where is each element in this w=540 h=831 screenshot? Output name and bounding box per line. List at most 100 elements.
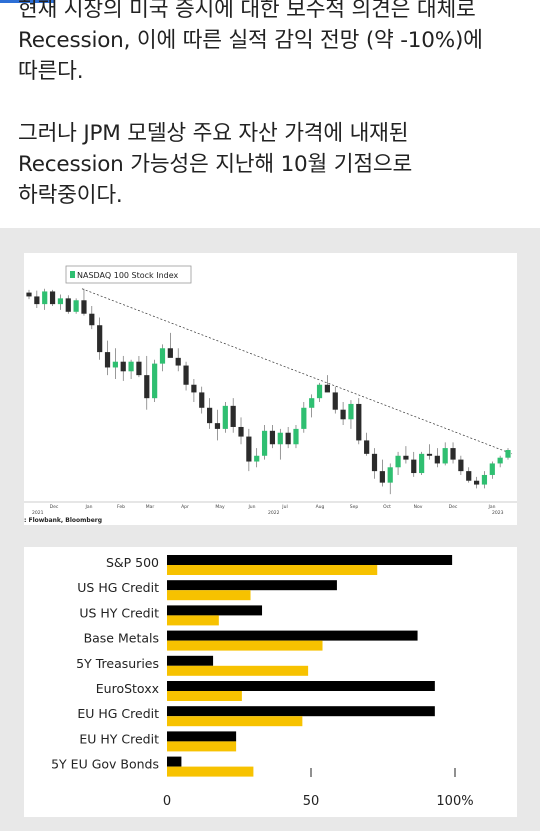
candle — [324, 375, 330, 393]
candle — [285, 426, 291, 449]
year-label: 2023 — [492, 510, 504, 516]
candle — [144, 355, 150, 410]
bar-series-1 — [167, 706, 435, 717]
candle — [97, 317, 103, 360]
candle — [104, 340, 111, 376]
candle — [136, 355, 142, 378]
bar-category-label: S&P 500 — [106, 555, 159, 570]
bar-series-2 — [167, 565, 378, 575]
candle — [120, 355, 126, 381]
candle — [466, 467, 472, 483]
candle — [199, 386, 205, 414]
asset-bar-chart-card: S&P 500 US HG Credit US HY Credit Base Meta… — [24, 547, 517, 817]
x-tick-label: Sep — [350, 504, 359, 510]
candle — [81, 288, 87, 316]
x-tick-label: Apr — [181, 504, 189, 510]
candle — [42, 288, 48, 310]
candle — [214, 409, 221, 441]
candle — [65, 295, 71, 314]
x-tick-label: 50 — [303, 794, 320, 809]
candle — [175, 348, 181, 372]
candle — [473, 476, 480, 489]
bar-category-label: EuroStoxx — [96, 681, 159, 696]
candle — [183, 361, 189, 391]
candle — [277, 428, 283, 460]
candle — [371, 448, 378, 479]
bar-category-label: Base Metals — [84, 631, 159, 646]
bar-series-2 — [167, 665, 309, 676]
bar-series-2 — [167, 615, 219, 626]
x-tick-label: Jan — [85, 504, 93, 510]
paragraph-gap — [18, 87, 528, 118]
bar-category-label: US HG Credit — [77, 580, 159, 595]
nasdaq-candlestick-chart: NASDAQ 100 Stock Index Dec Jan Feb Mar Apr Ma… — [24, 265, 517, 524]
year-label: 2021 — [32, 510, 44, 516]
bar-series-1 — [167, 731, 237, 742]
bar-category-label: EU HG Credit — [77, 706, 159, 721]
bar-category-label: 5Y EU Gov Bonds — [51, 757, 159, 772]
candle — [191, 378, 197, 403]
candle — [411, 451, 417, 477]
bar-series-1 — [167, 681, 435, 691]
x-tick-label: Jun — [247, 504, 255, 510]
candle — [26, 289, 32, 300]
candle — [57, 294, 64, 310]
x-tick-label: Jan — [488, 504, 496, 510]
bar-series-1 — [167, 655, 214, 666]
bar-series-2 — [167, 716, 303, 727]
x-tick-label: 100% — [436, 794, 473, 809]
x-tick-label: Aug — [316, 504, 325, 510]
candle — [89, 306, 95, 330]
candle — [356, 398, 362, 445]
candle — [207, 398, 213, 429]
candle — [159, 344, 166, 372]
x-tick-label: Dec — [449, 504, 458, 510]
candle — [497, 455, 503, 468]
candle — [112, 348, 118, 379]
post-line: 하락중이다. — [18, 183, 123, 208]
candle — [426, 444, 433, 460]
candle — [403, 446, 409, 464]
bar-series-1 — [167, 580, 337, 591]
legend-swatch — [70, 271, 75, 278]
x-tick-label: Jul — [281, 504, 287, 510]
post-line: Recession 가능성은 지난해 10월 기점으로 — [18, 152, 413, 177]
trend-line — [81, 288, 513, 455]
bar-series-1 — [167, 630, 418, 641]
candle — [269, 425, 276, 449]
bar-series-1 — [167, 555, 453, 565]
candle — [167, 332, 173, 358]
candle — [246, 428, 252, 472]
recession-probability-bar-chart: S&P 500 US HG Credit US HY Credit Base Meta… — [51, 555, 474, 809]
candle — [434, 448, 440, 468]
post-line: 그러나 JPM 모델상 주요 자산 가격에 내재된 — [18, 121, 409, 146]
candle — [238, 417, 244, 445]
candle — [387, 463, 393, 495]
bar-series-2 — [167, 691, 242, 701]
candle — [481, 471, 488, 489]
candle — [364, 432, 370, 456]
bar-category-label: US HY Credit — [79, 605, 159, 620]
bar-series-2 — [167, 766, 254, 777]
x-tick-label: 0 — [163, 794, 171, 809]
candle — [332, 386, 338, 414]
candle — [230, 398, 236, 433]
candle — [49, 289, 56, 307]
x-tick-label: May — [215, 504, 225, 510]
bar-series-2 — [167, 590, 251, 601]
candle — [395, 451, 401, 475]
candle — [340, 402, 346, 426]
post-line: Recession, 이에 따른 실적 감익 전망 (약 -10%)에 — [18, 28, 483, 53]
x-tick-label: Mar — [146, 504, 155, 510]
candle — [152, 359, 158, 403]
candle — [261, 425, 268, 460]
bar-series-2 — [167, 741, 237, 752]
source-label: : Flowbank, Bloomberg — [24, 517, 102, 524]
candle — [73, 298, 79, 314]
candle — [293, 425, 299, 449]
top-tab-indicator — [0, 0, 55, 3]
post-line: 따른다. — [18, 59, 84, 84]
year-label: 2022 — [268, 510, 280, 516]
bar-series-1 — [167, 756, 182, 767]
post-body: 현재 시장의 미국 증시에 대한 보수적 의견은 대체로 Recession, … — [18, 0, 528, 211]
